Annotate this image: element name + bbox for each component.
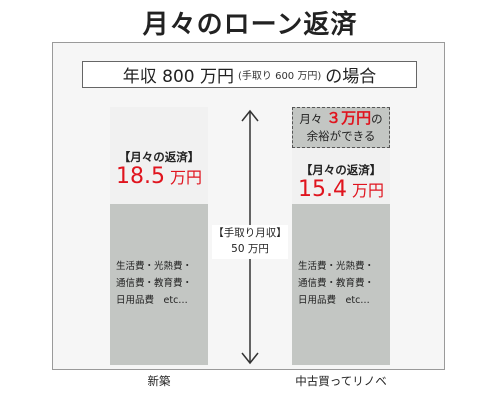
caption-used-renovation: 中古買ってリノベ — [295, 374, 387, 388]
condition-prefix: 年収 800 万円 — [122, 67, 234, 87]
bar-new-payment — [110, 107, 208, 204]
used-expense-line-3: 日用品費 etc… — [298, 295, 370, 306]
used-expense-line-2: 通信費・教育費・ — [298, 278, 375, 289]
used-expenses-list: 生活費・光熱費・ 通信費・教育費・ 日用品費 etc… — [298, 258, 374, 309]
saving-prefix: 月々 — [299, 112, 323, 126]
new-payment-number: 18.5 — [115, 164, 165, 189]
income-value: 50 万円 — [231, 243, 269, 255]
new-expenses-list: 生活費・光熱費・ 通信費・教育費・ 日用品費 etc… — [116, 258, 192, 309]
condition-box: 年収 800 万円 (手取り 600 万円) の場合 — [82, 61, 417, 88]
page-title: 月々のローン返済 — [142, 10, 358, 40]
condition-note: (手取り 600 万円) — [238, 71, 322, 82]
used-payment-number: 15.4 — [297, 177, 347, 202]
used-payment-unit: 万円 — [352, 181, 385, 200]
bar-used-payment — [292, 148, 390, 204]
new-expense-line-2: 通信費・教育費・ — [116, 278, 193, 289]
caption-new: 新築 — [147, 374, 171, 388]
saving-line-1: 月々 ３万円の — [293, 110, 389, 128]
new-expense-line-1: 生活費・光熱費・ — [116, 261, 193, 272]
income-label-box: 【手取り月収】 50 万円 — [212, 225, 288, 259]
new-expense-line-3: 日用品費 etc… — [116, 295, 188, 306]
saving-amount: ３万円 — [326, 109, 372, 127]
saving-suffix: の — [371, 112, 383, 126]
new-payment-label: 【月々の返済】 — [118, 150, 200, 164]
new-payment-unit: 万円 — [170, 168, 203, 187]
condition-suffix: の場合 — [325, 67, 377, 87]
used-payment-amount: 15.4 万円 — [286, 177, 396, 202]
saving-line-2: 余裕ができる — [306, 129, 376, 143]
saving-callout: 月々 ３万円の 余裕ができる — [292, 107, 390, 148]
used-expense-line-1: 生活費・光熱費・ — [298, 261, 375, 272]
new-payment-amount: 18.5 万円 — [104, 164, 214, 189]
income-label: 【手取り月収】 — [213, 227, 287, 239]
used-payment-label: 【月々の返済】 — [300, 163, 382, 177]
